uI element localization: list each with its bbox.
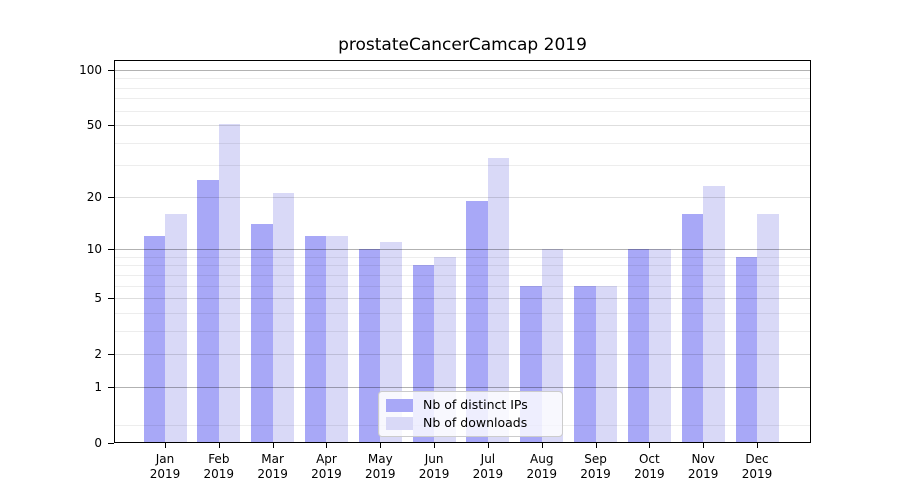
legend: Nb of distinct IPs Nb of downloads: [378, 391, 563, 437]
bar-downloads-sep: [595, 285, 618, 443]
x-tick-label-nov: Nov 2019: [687, 452, 719, 481]
x-tick-label-sep: Sep 2019: [580, 452, 611, 481]
bar-distinct-ips-nov: [681, 214, 704, 443]
y-tick-label-20: 20: [86, 189, 102, 204]
y-tick-label-2: 2: [94, 347, 102, 362]
x-tick-label-dec: Dec 2019: [741, 452, 773, 481]
x-tick-dec: [757, 443, 758, 448]
bar-distinct-ips-may: [358, 249, 381, 443]
x-tick-jun: [434, 443, 436, 448]
bar-downloads-oct: [649, 249, 671, 443]
x-tick-label-jun: Jun 2019: [418, 452, 450, 481]
y-tick-1: [108, 386, 114, 388]
x-tick-oct: [649, 443, 651, 448]
bar-downloads-dec: [757, 214, 779, 443]
bar-distinct-ips-jul: [466, 200, 488, 443]
x-tick-feb: [218, 443, 220, 448]
x-tick-jan: [165, 443, 166, 448]
bar-distinct-ips-jan: [143, 235, 165, 443]
x-tick-label-may: May 2019: [364, 452, 396, 481]
bar-distinct-ips-feb: [197, 179, 219, 443]
x-tick-label-apr: Apr 2019: [311, 452, 342, 481]
y-tick-label-100: 100: [79, 63, 102, 77]
y-tick-0: [108, 443, 114, 444]
chart-title: prostateCancerCamcap 2019: [338, 35, 587, 55]
x-tick-jul: [487, 443, 489, 448]
x-tick-label-aug: Aug 2019: [526, 452, 557, 481]
y-tick-label-1: 1: [94, 379, 102, 394]
y-tick-label-50: 50: [86, 118, 102, 133]
x-tick-nov: [703, 443, 705, 448]
x-tick-label-jan: Jan 2019: [149, 452, 181, 481]
bar-distinct-ips-sep: [574, 285, 596, 443]
bar-downloads-feb: [218, 123, 241, 443]
x-tick-apr: [326, 443, 328, 448]
y-tick-50: [108, 125, 114, 127]
bar-distinct-ips-dec: [735, 256, 757, 443]
legend-label-distinct-ips: Nb of distinct IPs: [423, 397, 528, 412]
y-tick-10: [108, 249, 114, 251]
bar-downloads-apr: [326, 235, 348, 443]
y-tick-label-10: 10: [86, 242, 102, 257]
bar-distinct-ips-mar: [251, 224, 273, 443]
bar-downloads-jan: [165, 214, 187, 443]
y-tick-label-5: 5: [94, 291, 102, 306]
bar-distinct-ips-oct: [627, 249, 650, 443]
x-tick-may: [380, 443, 382, 448]
legend-item-distinct-ips: Nb of distinct IPs: [386, 397, 554, 413]
x-tick-mar: [272, 443, 274, 448]
x-tick-label-jul: Jul 2019: [472, 452, 504, 481]
y-tick-label-0: 0: [94, 436, 102, 450]
bar-downloads-mar: [272, 193, 295, 443]
bar-downloads-jul: [487, 157, 510, 443]
x-tick-aug: [541, 443, 543, 448]
y-tick-100: [108, 70, 114, 71]
legend-item-downloads: Nb of downloads: [386, 415, 554, 431]
legend-swatch-distinct-ips: [386, 398, 413, 412]
y-tick-2: [108, 354, 114, 356]
x-tick-label-mar: Mar 2019: [257, 452, 288, 481]
x-tick-label-feb: Feb 2019: [203, 452, 235, 481]
legend-label-downloads: Nb of downloads: [423, 415, 528, 430]
bar-distinct-ips-apr: [304, 235, 327, 443]
y-tick-20: [108, 196, 114, 198]
y-tick-5: [108, 298, 114, 300]
x-tick-label-oct: Oct 2019: [634, 452, 665, 481]
legend-swatch-downloads: [386, 416, 413, 430]
bar-downloads-nov: [703, 186, 725, 443]
x-tick-sep: [595, 443, 597, 448]
